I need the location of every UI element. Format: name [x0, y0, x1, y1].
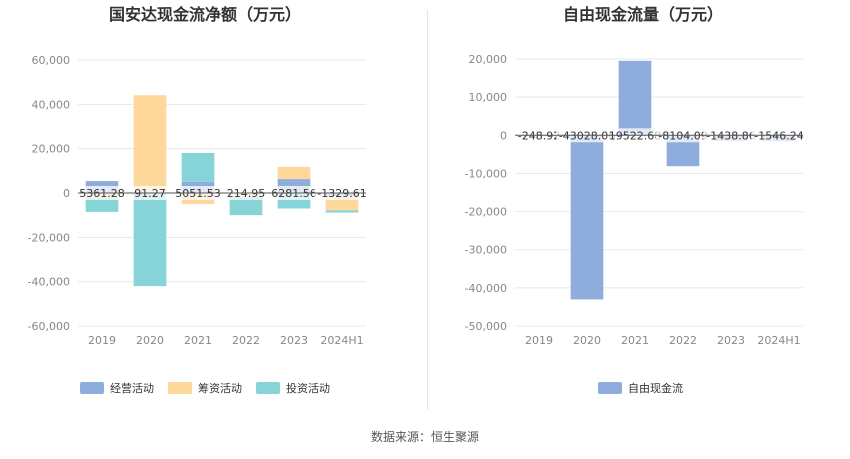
legend-label: 经营活动: [110, 381, 154, 395]
bar: [570, 135, 604, 300]
x-tick-label: 2024H1: [320, 334, 363, 347]
bar: [325, 210, 359, 213]
x-tick-label: 2020: [136, 334, 164, 347]
panel-divider: [427, 10, 428, 410]
x-tick-label: 2019: [88, 334, 116, 347]
x-tick-label: 2020: [573, 334, 601, 347]
y-tick-label: 20,000: [32, 143, 71, 156]
y-tick-label: -60,000: [28, 320, 70, 333]
x-tick-label: 2023: [717, 334, 745, 347]
y-tick-label: 20,000: [469, 53, 508, 66]
y-tick-label: -20,000: [28, 231, 70, 244]
legend-label: 自由现金流: [628, 381, 683, 395]
x-tick-label: 2019: [525, 334, 553, 347]
chart-title: 国安达现金流净额（万元）: [109, 5, 301, 24]
y-tick-label: 10,000: [469, 91, 508, 104]
x-tick-label: 2024H1: [757, 334, 800, 347]
bar: [277, 166, 311, 180]
y-tick-label: -20,000: [465, 206, 507, 219]
y-tick-label: -40,000: [28, 276, 70, 289]
bar: [133, 193, 167, 287]
cash-flow-net-chart: 国安达现金流净额（万元） 60,000 40,000 20,000 0 -20,000 -4…: [28, 5, 370, 395]
y-tick-label: -40,000: [465, 282, 507, 295]
y-tick-label: 60,000: [32, 54, 71, 67]
y-tick-label: 0: [63, 187, 70, 200]
legend-swatch: [168, 382, 192, 394]
x-tick-label: 2021: [184, 334, 212, 347]
y-tick-label: 40,000: [32, 98, 71, 111]
x-tick-label: 2023: [280, 334, 308, 347]
y-tick-label: -30,000: [465, 244, 507, 257]
y-tick-label: 0: [500, 129, 507, 142]
y-tick-label: -50,000: [465, 320, 507, 333]
bar: [229, 196, 263, 216]
legend-label: 筹资活动: [198, 381, 242, 395]
x-tick-label: 2022: [232, 334, 260, 347]
y-tick-label: -10,000: [465, 167, 507, 180]
legend-label: 投资活动: [286, 381, 330, 395]
bar: [133, 95, 167, 193]
source-note: 数据来源：恒生聚源: [370, 430, 479, 444]
legend-swatch: [598, 382, 622, 394]
legend-swatch: [80, 382, 104, 394]
bar: [618, 60, 652, 136]
bar: [181, 152, 215, 182]
x-tick-label: 2021: [621, 334, 649, 347]
bar: [85, 197, 119, 212]
legend-swatch: [256, 382, 280, 394]
x-tick-label: 2022: [669, 334, 697, 347]
free-cash-flow-chart: 自由现金流量（万元） 20,000 10,000 0 -10,000 -20,000 -30…: [465, 5, 807, 395]
chart-title: 自由现金流量（万元）: [563, 5, 723, 24]
